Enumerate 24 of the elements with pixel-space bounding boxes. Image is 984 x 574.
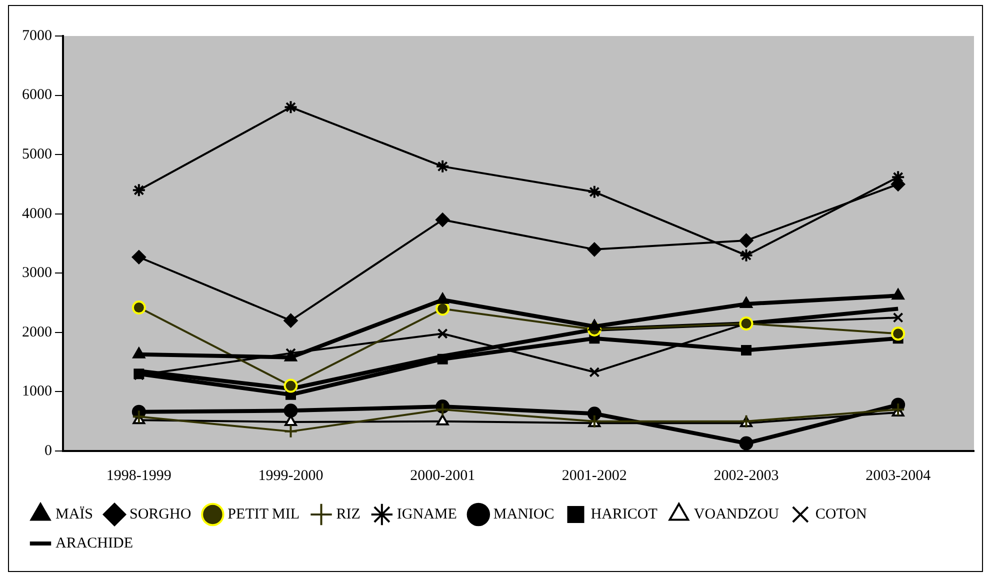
y-tick-label: 5000 [22, 146, 52, 163]
x-tick-label: 1998-1999 [106, 468, 172, 484]
x-tick-label: 2000-2001 [410, 468, 476, 484]
legend-label: ARACHIDE [56, 535, 133, 552]
x-tick-label: 2003-2004 [866, 468, 932, 484]
x-tick-label: 1999-2000 [258, 468, 324, 484]
x-tick-label: 2002-2003 [714, 468, 779, 484]
legend-label: RIZ [336, 506, 360, 522]
y-tick-label: 7000 [22, 28, 52, 44]
legend-label: MANIOC [493, 506, 554, 522]
legend-label: SORGHO [130, 506, 192, 522]
legend-label: IGNAME [396, 506, 457, 522]
y-tick-label: 0 [44, 442, 52, 459]
y-tick-label: 2000 [22, 324, 52, 340]
x-tick-label: 2001-2002 [562, 468, 627, 484]
legend-label: PETIT MIL [228, 506, 300, 522]
y-tick-label: 3000 [22, 265, 52, 282]
y-tick-label: 1000 [22, 384, 52, 400]
legend-label: HARICOT [590, 506, 658, 522]
legend-label: MAÏS [56, 505, 94, 522]
legend-label: VOANDZOU [694, 506, 780, 522]
legend-label: COTON [815, 506, 867, 522]
y-tick-label: 6000 [22, 87, 52, 104]
y-tick-label: 4000 [22, 206, 52, 222]
